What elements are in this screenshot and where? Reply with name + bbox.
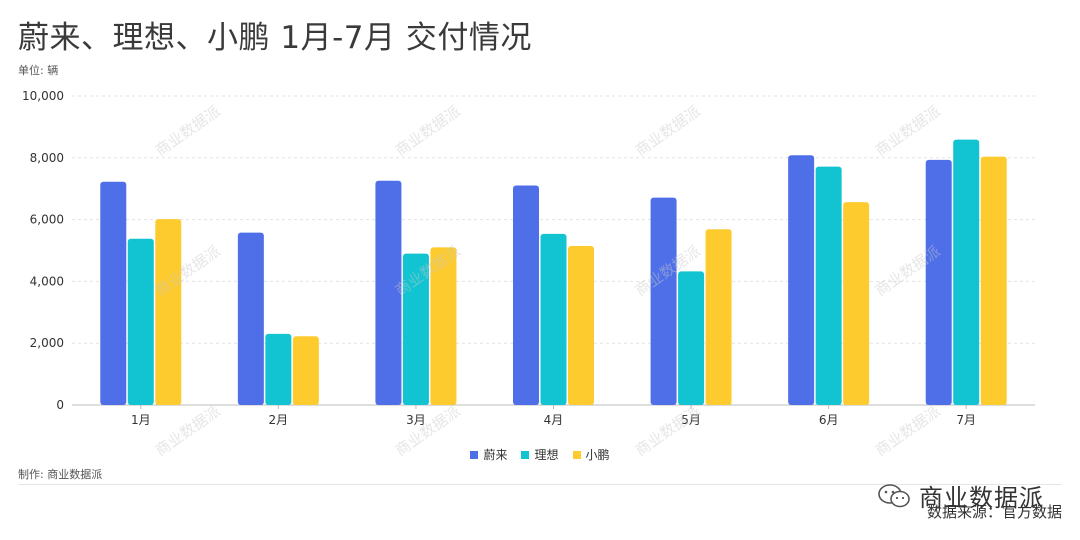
bar-理想-3月	[402, 253, 429, 405]
legend-item-nio: 蔚来	[470, 446, 507, 463]
legend-swatch-xpeng	[572, 450, 581, 459]
bar-蔚来-5月	[650, 197, 677, 405]
brand-name: 商业数据派	[919, 484, 1044, 512]
data-source: 数据来源：官方数据	[926, 503, 1062, 521]
brand-logo: 商业数据派	[877, 478, 1044, 513]
y-tick-label: 6,000	[30, 213, 64, 227]
x-tick-label: 1月	[131, 413, 151, 427]
bar-小鹏-7月	[980, 156, 1007, 405]
bar-蔚来-6月	[788, 155, 815, 405]
maker-credit: 制作: 商业数据派	[18, 468, 103, 481]
wechat-icon	[878, 483, 910, 507]
legend-label-li: 理想	[534, 448, 559, 462]
bar-蔚来-1月	[100, 181, 127, 405]
y-tick-label: 0	[56, 398, 64, 412]
x-tick-label: 2月	[269, 413, 289, 427]
bar-理想-4月	[540, 233, 567, 405]
bar-理想-5月	[678, 271, 705, 405]
legend-label-xpeng: 小鹏	[585, 448, 610, 462]
legend: 蔚来 理想 小鹏	[0, 446, 1080, 463]
bar-小鹏-3月	[430, 247, 457, 405]
x-tick-label: 3月	[406, 413, 426, 427]
bar-蔚来-3月	[375, 180, 402, 405]
bar-理想-2月	[265, 333, 292, 405]
bar-小鹏-1月	[155, 219, 182, 405]
x-tick-label: 7月	[956, 413, 976, 427]
legend-swatch-li	[521, 450, 530, 459]
bar-蔚来-4月	[513, 185, 539, 405]
x-tick-label: 5月	[681, 413, 701, 427]
footer-divider	[18, 484, 1062, 485]
bar-理想-1月	[127, 238, 154, 405]
bar-蔚来-2月	[237, 232, 264, 405]
bar-蔚来-7月	[925, 159, 952, 405]
legend-label-nio: 蔚来	[483, 448, 508, 462]
y-tick-label: 2,000	[30, 336, 64, 350]
bar-小鹏-6月	[843, 202, 870, 405]
x-tick-label: 4月	[544, 413, 564, 427]
chart-title: 蔚来、理想、小鹏 1月-7月 交付情况	[18, 20, 532, 56]
y-tick-label: 10,000	[22, 89, 64, 103]
y-tick-label: 4,000	[30, 274, 64, 288]
bar-理想-6月	[815, 166, 842, 405]
bar-理想-7月	[953, 139, 980, 405]
legend-swatch-nio	[470, 450, 479, 459]
legend-item-xpeng: 小鹏	[572, 446, 610, 463]
x-tick-label: 6月	[819, 413, 839, 427]
bar-小鹏-4月	[568, 245, 594, 405]
bar-小鹏-5月	[705, 229, 732, 405]
legend-item-li: 理想	[521, 446, 559, 463]
y-tick-label: 8,000	[30, 151, 64, 165]
unit-label: 单位: 辆	[18, 64, 59, 77]
bar-小鹏-2月	[292, 336, 319, 405]
